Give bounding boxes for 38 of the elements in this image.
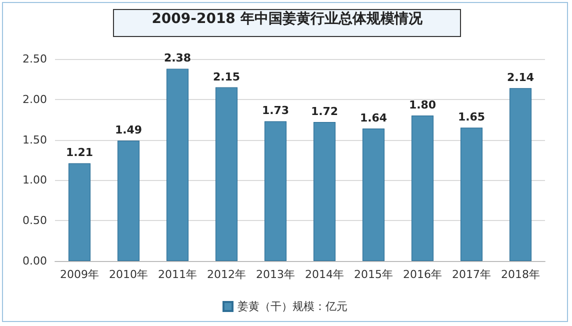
legend-label: 姜黄（干）规模：亿元 bbox=[238, 300, 348, 313]
data-label: 1.72 bbox=[310, 105, 338, 118]
y-tick-label: 1.50 bbox=[22, 133, 47, 146]
x-tick-label: 2018年 bbox=[501, 268, 540, 281]
bar bbox=[362, 128, 385, 261]
bar bbox=[117, 140, 140, 261]
bar bbox=[68, 163, 91, 261]
y-tick-label: 0.00 bbox=[22, 254, 47, 268]
x-tick-label: 2015年 bbox=[354, 268, 393, 281]
x-tick-label: 2013年 bbox=[256, 268, 295, 281]
x-tick-label: 2016年 bbox=[403, 268, 442, 281]
bar bbox=[509, 88, 532, 261]
bar bbox=[166, 68, 189, 261]
data-label: 2.38 bbox=[164, 52, 192, 65]
data-label: 1.21 bbox=[66, 146, 94, 160]
y-tick-label: 2.50 bbox=[22, 52, 47, 66]
bar bbox=[411, 116, 434, 261]
x-tick-label: 2017年 bbox=[452, 268, 491, 281]
bar bbox=[215, 87, 238, 261]
data-label: 2.15 bbox=[212, 70, 240, 84]
data-label: 1.73 bbox=[262, 104, 290, 118]
data-label: 1.65 bbox=[458, 110, 486, 124]
x-tick-label: 2014年 bbox=[305, 268, 344, 281]
y-tick-label: 1.00 bbox=[22, 174, 47, 187]
bar bbox=[313, 122, 336, 261]
x-tick-label: 2010年 bbox=[109, 268, 148, 281]
y-tick-label: 0.50 bbox=[22, 214, 47, 228]
bar bbox=[460, 128, 483, 261]
data-label: 1.64 bbox=[360, 111, 388, 124]
data-label: 1.80 bbox=[408, 98, 436, 112]
bar bbox=[264, 121, 287, 261]
chart-title: 2009-2018 年中国姜黄行业总体规模情况 bbox=[113, 9, 461, 37]
x-tick-label: 2011年 bbox=[158, 268, 197, 281]
data-label: 2.14 bbox=[506, 71, 534, 84]
x-tick-label: 2012年 bbox=[207, 268, 246, 281]
data-label: 1.49 bbox=[114, 124, 142, 137]
x-tick-label: 2009年 bbox=[60, 268, 99, 281]
y-tick-label: 2.00 bbox=[22, 92, 47, 106]
